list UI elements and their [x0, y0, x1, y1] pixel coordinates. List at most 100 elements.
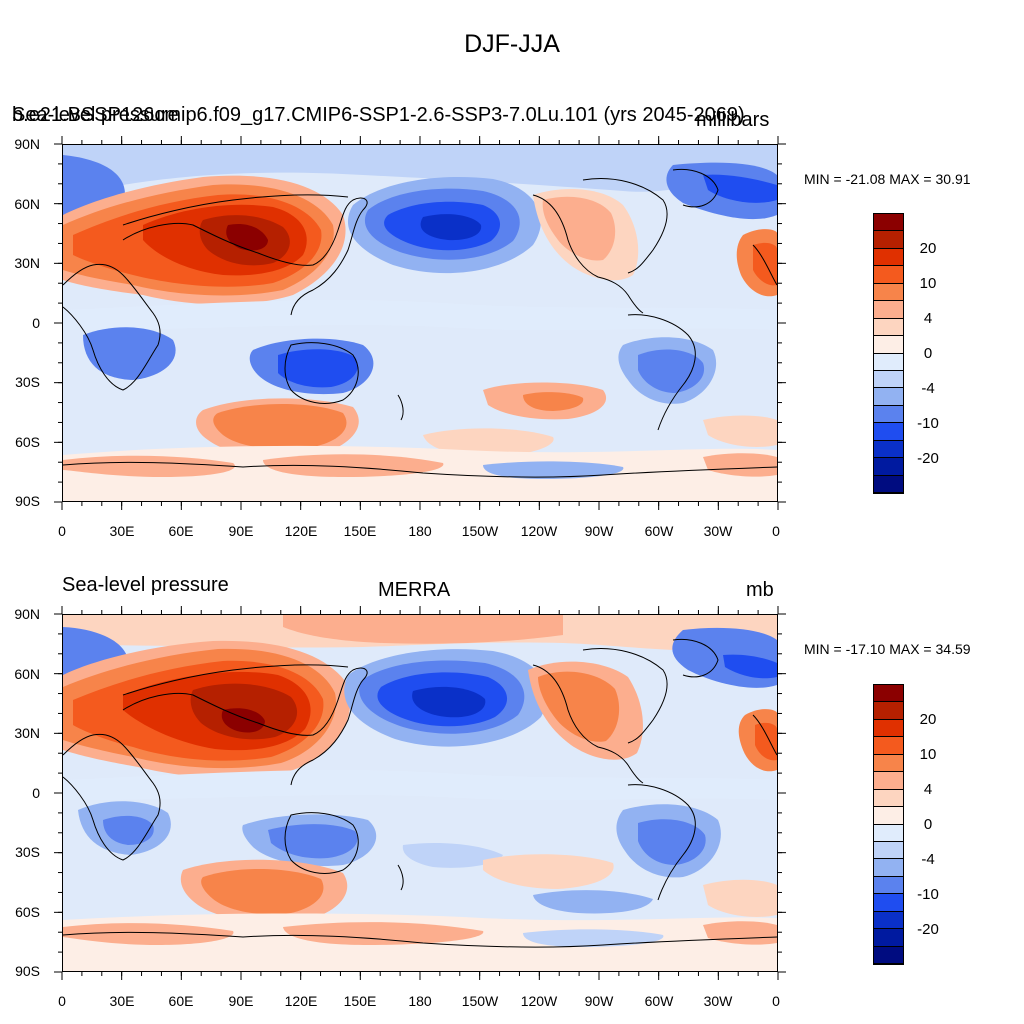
panel1-case-title: b.e21.BSSP126cmip6.f09_g17.CMIP6-SSP1-2.… — [12, 104, 745, 126]
lon-label: 60W — [644, 993, 674, 1009]
colorbar-swatch — [874, 370, 903, 389]
colorbar-label: -20 — [917, 450, 939, 467]
lon-label: 60E — [168, 993, 194, 1009]
colorbar-swatches — [874, 685, 903, 964]
panel2-left-title: Sea-level pressure — [62, 574, 229, 596]
colorbar-label: 20 — [919, 711, 937, 728]
colorbar-swatch — [874, 702, 903, 720]
lon-label: 90E — [228, 993, 254, 1009]
colorbar-label: 0 — [923, 345, 933, 362]
lon-label: 150W — [461, 523, 499, 539]
colorbar-swatch — [874, 423, 903, 441]
lon-label: 120E — [284, 993, 318, 1009]
colorbar-swatch — [874, 841, 903, 860]
lat-label: 90N — [14, 606, 40, 622]
panel2-center-title: MERRA — [378, 579, 451, 601]
lon-label: 120W — [520, 993, 558, 1009]
colorbar-swatches — [874, 214, 903, 493]
lat-label: 30S — [15, 844, 40, 860]
lon-label: 30E — [109, 523, 135, 539]
colorbar-label: 4 — [923, 310, 933, 327]
colorbar-swatch — [874, 440, 903, 459]
panel1-left-title: Sea-level pressure — [12, 104, 179, 126]
colorbar-label: -20 — [917, 921, 939, 938]
lon-label: 180 — [408, 993, 432, 1009]
colorbar-swatch — [874, 214, 903, 232]
colorbar-swatch — [874, 475, 903, 493]
colorbar-swatch — [874, 719, 903, 738]
panel1-minmax: MIN = -21.08 MAX = 30.91 — [804, 171, 971, 187]
lon-label: 150E — [343, 523, 377, 539]
panel2-map — [62, 614, 778, 972]
colorbar-swatch — [874, 353, 903, 371]
lon-label: 60E — [168, 523, 194, 539]
colorbar-swatch — [874, 929, 903, 947]
colorbar-label: 4 — [923, 781, 933, 798]
colorbar-swatch — [874, 248, 903, 267]
lat-label: 90S — [15, 963, 40, 979]
colorbar-swatch — [874, 911, 903, 930]
lon-label: 60W — [644, 523, 674, 539]
colorbar-swatch — [874, 946, 903, 964]
lat-label: 60S — [15, 434, 40, 450]
colorbar-label: 10 — [919, 746, 937, 763]
lat-label: 90S — [15, 493, 40, 509]
lon-label: 90E — [228, 523, 254, 539]
lon-label: 180 — [408, 523, 432, 539]
colorbar-label: 0 — [923, 816, 933, 833]
lat-label: 30N — [14, 725, 40, 741]
lat-label: 0 — [32, 315, 40, 331]
colorbar-swatch — [874, 824, 903, 842]
colorbar-swatch — [874, 283, 903, 302]
colorbar-label: -10 — [917, 415, 939, 432]
lon-label: 0 — [58, 993, 66, 1009]
colorbar-swatch — [874, 772, 903, 790]
colorbar-label: -4 — [921, 380, 935, 397]
colorbar-swatch — [874, 754, 903, 773]
colorbar-swatch — [874, 807, 903, 825]
lon-label: 150W — [461, 993, 499, 1009]
lon-label: 30E — [109, 993, 135, 1009]
colorbar-swatch — [874, 789, 903, 808]
lon-label: 120W — [520, 523, 558, 539]
colorbar-swatch — [874, 231, 903, 249]
colorbar-swatch — [874, 388, 903, 406]
lat-label: 30S — [15, 374, 40, 390]
colorbar-label: 20 — [919, 240, 937, 257]
colorbar-swatch — [874, 859, 903, 877]
lat-label: 90N — [14, 136, 40, 152]
panel2-units: mb — [746, 579, 774, 601]
lon-label: 30W — [703, 523, 733, 539]
colorbar-swatch — [874, 301, 903, 319]
colorbar-swatch — [874, 405, 903, 424]
lon-label: 120E — [284, 523, 318, 539]
colorbar-label: 10 — [919, 275, 937, 292]
colorbar-swatch — [874, 894, 903, 912]
lat-label: 0 — [32, 785, 40, 801]
lon-label: 0 — [772, 993, 780, 1009]
colorbar-swatch — [874, 737, 903, 755]
lon-label: 90W — [584, 523, 614, 539]
colorbar-label: -4 — [921, 851, 935, 868]
colorbar-swatch — [874, 876, 903, 895]
main-title: DJF-JJA — [464, 30, 560, 58]
colorbar-swatch — [874, 318, 903, 337]
lat-label: 30N — [14, 255, 40, 271]
colorbar-swatch — [874, 336, 903, 354]
colorbar-label: -10 — [917, 886, 939, 903]
colorbar-swatch — [874, 266, 903, 284]
lat-label: 60N — [14, 666, 40, 682]
panel1-units: millibars — [696, 109, 770, 131]
colorbar-swatch — [874, 685, 903, 703]
lat-label: 60S — [15, 904, 40, 920]
lon-label: 0 — [772, 523, 780, 539]
colorbar-swatch — [874, 458, 903, 476]
panel2-minmax: MIN = -17.10 MAX = 34.59 — [804, 641, 971, 657]
panel1-map — [62, 144, 778, 502]
lon-label: 30W — [703, 993, 733, 1009]
panel1-colorbar — [873, 213, 904, 494]
lon-label: 0 — [58, 523, 66, 539]
panel2-colorbar — [873, 684, 904, 965]
lon-label: 90W — [584, 993, 614, 1009]
